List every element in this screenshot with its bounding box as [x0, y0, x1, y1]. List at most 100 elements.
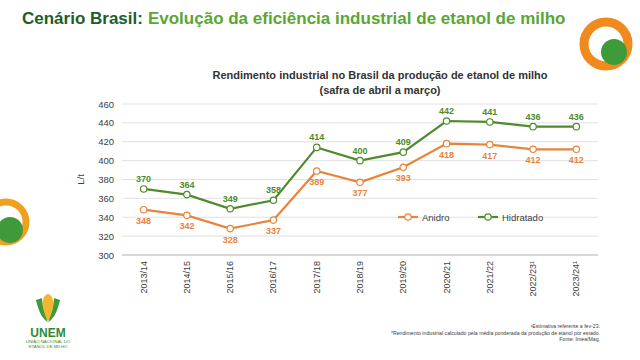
series-point [270, 197, 276, 203]
y-tick-label: 340 [98, 212, 114, 223]
chart-subtitle: (safra de abril a março) [319, 84, 440, 96]
series-line [144, 121, 577, 209]
header-prefix: Cenário Brasil: [22, 9, 143, 28]
series-point [487, 141, 493, 147]
series-point [140, 186, 146, 192]
data-label: 409 [396, 137, 411, 147]
logo-name: UNEM [30, 326, 65, 340]
header-title: Evolução da eficiência industrial de eta… [148, 9, 566, 28]
series-point [227, 225, 233, 231]
x-tick-label: 2023/24¹ [571, 261, 581, 297]
y-tick-label: 400 [98, 155, 114, 166]
legend-marker [485, 214, 491, 220]
data-label: 436 [526, 112, 541, 122]
y-tick-label: 440 [98, 117, 114, 128]
data-label: 400 [352, 146, 367, 156]
slide: Cenário Brasil: Evolução da eficiência in… [0, 0, 640, 360]
marks [140, 118, 579, 232]
data-label: 348 [136, 216, 151, 226]
data-label: 342 [179, 221, 194, 231]
series-point [443, 140, 449, 146]
legend-marker [405, 214, 411, 220]
grid-line [122, 236, 598, 237]
data-label: 370 [136, 174, 151, 184]
x-tick-label: 2019/20 [398, 261, 408, 294]
x-tick-label: 2015/16 [225, 261, 235, 294]
series-point [357, 179, 363, 185]
data-label: 442 [439, 106, 454, 116]
series-point [270, 217, 276, 223]
x-tick-label: 2017/18 [312, 261, 322, 294]
y-tick-label: 460 [98, 99, 114, 110]
data-label: 389 [309, 177, 324, 187]
data-label: 393 [396, 173, 411, 183]
y-tick-label: 300 [98, 250, 114, 261]
series-point [140, 207, 146, 213]
header: Cenário Brasil: Evolução da eficiência in… [22, 9, 565, 28]
x-tick-label: 2018/19 [355, 261, 365, 294]
legend: Anidro Hidratado [398, 212, 543, 223]
chart-title: Rendimento industrial no Brasil da produ… [213, 69, 548, 81]
data-label: 412 [569, 155, 584, 165]
x-tick-label: 2013/14 [139, 261, 149, 294]
series-point [314, 144, 320, 150]
series-point [400, 164, 406, 170]
data-label: 412 [526, 155, 541, 165]
logo-leaf [36, 298, 48, 322]
data-label: 328 [223, 235, 238, 245]
data-label: 364 [179, 180, 194, 190]
footnote: ¹Estimativa referente a fev-23. [531, 323, 600, 329]
y-tick-label: 380 [98, 174, 114, 185]
logo-tagline: ETANOL DE MILHO [29, 344, 68, 349]
grid [122, 104, 598, 255]
data-labels: 348 342 328 337 389 377 393 418 417 412 412 370 364 3… [136, 106, 584, 245]
data-label: 441 [482, 107, 497, 117]
data-label: 337 [266, 226, 281, 236]
grid-line [122, 141, 598, 142]
page: { "header": { "prefix": "Cenário Brasil:… [0, 0, 640, 360]
grid-line [122, 104, 598, 105]
data-label: 414 [309, 132, 324, 142]
data-label: 349 [223, 194, 238, 204]
series-point [227, 206, 233, 212]
x-tick-label: 2020/21 [442, 261, 452, 294]
logo: UNEMUNIÃO NACIONAL DOETANOL DE MILHO [26, 294, 71, 349]
series-point [530, 146, 536, 152]
grid-line [122, 122, 598, 123]
legend-label: Hidratado [502, 212, 543, 223]
footnote: Fonte: Imea/Mag. [559, 336, 600, 342]
data-label: 418 [439, 150, 454, 160]
y-axis-label: L/t [75, 174, 86, 185]
series-line [144, 144, 577, 229]
deco-ring [0, 202, 26, 242]
logo-leaf [48, 298, 60, 322]
series-point [400, 149, 406, 155]
series-point [530, 123, 536, 129]
decoration [0, 22, 628, 243]
y-tick-label: 320 [98, 231, 114, 242]
footnote: *Rendimento industrial calculado pela mé… [391, 330, 600, 336]
deco-dot [601, 39, 627, 65]
series-point [314, 168, 320, 174]
data-label: 358 [266, 185, 281, 195]
x-tick-label: 2021/22 [485, 261, 495, 294]
data-label: 417 [482, 151, 497, 161]
x-tick-label: 2014/15 [182, 261, 192, 294]
grid-line [122, 255, 598, 256]
series-point [443, 118, 449, 124]
x-tick-label: 2022/23¹ [528, 261, 538, 297]
series-point [357, 157, 363, 163]
series-point [487, 119, 493, 125]
y-tick-label: 420 [98, 136, 114, 147]
x-axis-line [122, 255, 598, 256]
deco-dot [0, 217, 23, 243]
data-label: 377 [352, 188, 367, 198]
data-label: 436 [569, 112, 584, 122]
legend-label: Anidro [422, 212, 449, 223]
series-point [573, 123, 579, 129]
y-tick-label: 360 [98, 193, 114, 204]
deco-ring [584, 22, 628, 66]
series-point [184, 212, 190, 218]
series-point [184, 191, 190, 197]
series-point [573, 146, 579, 152]
